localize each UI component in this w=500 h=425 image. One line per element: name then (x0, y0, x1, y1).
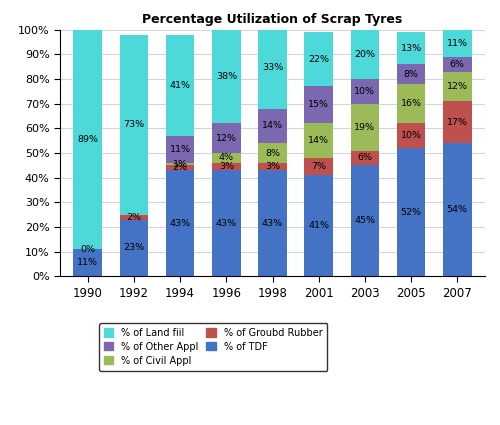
Text: 1%: 1% (172, 160, 188, 169)
Text: 10%: 10% (400, 131, 421, 140)
Text: 2%: 2% (126, 212, 142, 221)
Bar (397, 84, 426, 123)
Bar (120, 35, 148, 215)
Text: 6%: 6% (450, 60, 465, 69)
Bar (166, 163, 194, 165)
Bar (350, 104, 379, 150)
Bar (166, 165, 194, 170)
Text: 7%: 7% (311, 162, 326, 171)
Bar (443, 30, 472, 57)
Text: 15%: 15% (308, 100, 329, 109)
Bar (443, 143, 472, 276)
Text: 11%: 11% (447, 39, 468, 48)
Text: 11%: 11% (77, 258, 98, 267)
Text: 11%: 11% (170, 145, 190, 154)
Text: 33%: 33% (262, 63, 283, 72)
Bar (397, 64, 426, 84)
Text: 14%: 14% (308, 136, 329, 145)
Text: 43%: 43% (170, 219, 190, 228)
Text: 52%: 52% (400, 208, 421, 217)
Bar (304, 32, 333, 86)
Bar (397, 32, 426, 64)
Bar (304, 86, 333, 123)
Text: 41%: 41% (170, 81, 190, 90)
Bar (212, 123, 240, 153)
Bar (212, 170, 240, 276)
Text: 3%: 3% (265, 162, 280, 171)
Text: 13%: 13% (400, 44, 421, 53)
Text: 43%: 43% (216, 219, 237, 228)
Bar (397, 123, 426, 148)
Text: 3%: 3% (218, 162, 234, 171)
Bar (304, 158, 333, 175)
Bar (212, 30, 240, 123)
Bar (74, 30, 102, 249)
Bar (258, 109, 287, 143)
Bar (350, 150, 379, 165)
Bar (166, 136, 194, 163)
Bar (304, 123, 333, 158)
Bar (443, 72, 472, 101)
Bar (397, 148, 426, 276)
Bar (258, 143, 287, 163)
Bar (258, 170, 287, 276)
Text: 41%: 41% (308, 221, 329, 230)
Bar (350, 30, 379, 79)
Text: 89%: 89% (77, 135, 98, 144)
Text: 12%: 12% (447, 82, 468, 91)
Text: 45%: 45% (354, 216, 376, 225)
Text: 19%: 19% (354, 123, 376, 132)
Bar (120, 220, 148, 276)
Text: 16%: 16% (400, 99, 421, 108)
Legend: % of Land fiil, % of Other Appl, % of Civil Appl, % of Groubd Rubber, % of TDF: % of Land fiil, % of Other Appl, % of Ci… (99, 323, 328, 371)
Text: 54%: 54% (447, 205, 468, 214)
Bar (120, 215, 148, 220)
Bar (304, 175, 333, 276)
Bar (212, 163, 240, 170)
Text: 12%: 12% (216, 134, 237, 143)
Text: 8%: 8% (265, 148, 280, 158)
Text: 43%: 43% (262, 219, 283, 228)
Bar (258, 163, 287, 170)
Bar (166, 170, 194, 276)
Text: 22%: 22% (308, 55, 329, 64)
Text: 10%: 10% (354, 87, 376, 96)
Text: 4%: 4% (219, 153, 234, 162)
Bar (350, 79, 379, 104)
Bar (212, 153, 240, 163)
Text: 6%: 6% (358, 153, 372, 162)
Text: 23%: 23% (124, 244, 144, 252)
Bar (443, 101, 472, 143)
Bar (443, 57, 472, 72)
Bar (74, 249, 102, 276)
Bar (350, 165, 379, 276)
Text: 2%: 2% (172, 163, 188, 172)
Text: 8%: 8% (404, 70, 418, 79)
Text: 17%: 17% (447, 118, 468, 127)
Text: 38%: 38% (216, 72, 237, 81)
Bar (258, 27, 287, 109)
Text: 20%: 20% (354, 50, 376, 59)
Text: 73%: 73% (124, 120, 144, 129)
Text: 14%: 14% (262, 122, 283, 130)
Bar (166, 35, 194, 136)
Title: Percentage Utilization of Scrap Tyres: Percentage Utilization of Scrap Tyres (142, 13, 402, 26)
Text: 0%: 0% (80, 245, 95, 254)
